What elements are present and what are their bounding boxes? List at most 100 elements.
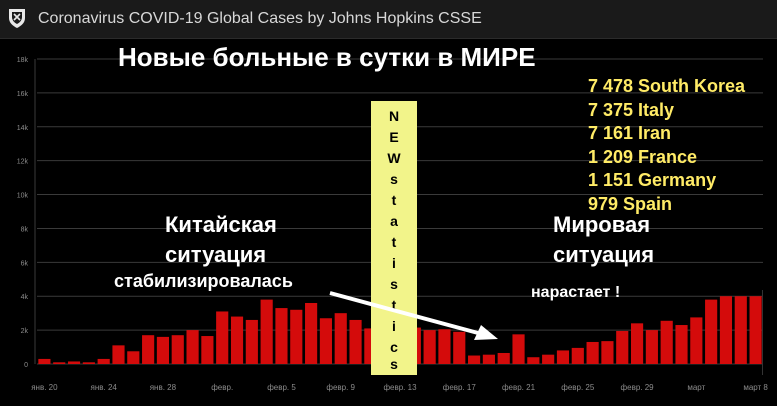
news-letter: i bbox=[392, 255, 396, 271]
bar bbox=[453, 331, 466, 364]
bar bbox=[556, 350, 570, 364]
bar bbox=[127, 351, 140, 364]
news-letter: s bbox=[390, 276, 398, 292]
bar bbox=[616, 330, 629, 364]
bar bbox=[497, 352, 510, 364]
bar bbox=[705, 299, 718, 364]
bar bbox=[201, 336, 214, 364]
bar bbox=[512, 334, 525, 364]
bar bbox=[586, 341, 599, 364]
bar bbox=[112, 345, 125, 364]
china-note-line1: Китайская bbox=[165, 212, 277, 237]
news-letter: N bbox=[388, 108, 400, 124]
news-letter: a bbox=[390, 213, 398, 229]
news-letter: E bbox=[389, 129, 399, 145]
news-letter: i bbox=[392, 318, 396, 334]
world-note-line3: нарастает ! bbox=[531, 284, 621, 301]
bar bbox=[275, 308, 288, 364]
country-item-iran: 7 161 Iran bbox=[588, 123, 672, 144]
y-tick-label: 10k bbox=[17, 193, 29, 200]
news-letter: W bbox=[387, 150, 401, 166]
world-note-line2: ситуация bbox=[553, 242, 655, 267]
bar bbox=[305, 303, 318, 364]
bar bbox=[142, 335, 155, 364]
y-tick-label: 4k bbox=[21, 294, 29, 301]
news-letter: t bbox=[391, 297, 397, 313]
x-tick-label: февр. 29 bbox=[621, 383, 655, 392]
y-tick-label: 6k bbox=[21, 260, 29, 267]
y-tick-label: 16k bbox=[17, 91, 29, 98]
y-tick-label: 2k bbox=[21, 328, 29, 335]
x-tick-label: февр. 21 bbox=[502, 383, 536, 392]
news-letter: t bbox=[391, 234, 397, 250]
bar bbox=[482, 354, 495, 364]
chart-headline: Новые больные в сутки в МИРЕ bbox=[118, 42, 536, 72]
y-tick-label: 0 bbox=[24, 362, 28, 369]
country-item-germany: 1 151 Germany bbox=[588, 170, 717, 191]
china-note-line3: стабилизировалась bbox=[114, 271, 293, 291]
x-tick-label: февр. 9 bbox=[326, 383, 355, 392]
bar bbox=[156, 336, 170, 364]
x-tick-label: янв. 24 bbox=[91, 383, 118, 392]
country-item-france: 1 209 France bbox=[588, 146, 698, 167]
bar bbox=[67, 361, 81, 364]
bar bbox=[186, 330, 199, 364]
bar bbox=[719, 296, 733, 364]
app-title-bar: Coronavirus COVID-19 Global Cases by Joh… bbox=[0, 0, 777, 39]
china-note-line2: ситуация bbox=[165, 242, 267, 267]
jhu-shield-icon bbox=[9, 9, 25, 28]
x-tick-label: март bbox=[687, 383, 705, 392]
bar bbox=[675, 325, 688, 364]
bar bbox=[438, 329, 451, 364]
bar bbox=[334, 313, 347, 364]
world-note-line1: Мировая bbox=[553, 212, 651, 237]
bar bbox=[216, 311, 229, 364]
bar bbox=[349, 319, 362, 364]
x-tick-label: февр. 5 bbox=[267, 383, 296, 392]
bar bbox=[230, 316, 244, 364]
country-item-spain: 979 Spain bbox=[588, 193, 673, 214]
bar bbox=[171, 335, 184, 364]
x-tick-label: март 8 bbox=[743, 383, 768, 392]
bar bbox=[542, 354, 555, 364]
y-axis-ticks: 0 2k 4k 6k 8k 10k 12k 14k 16k 18k bbox=[17, 57, 29, 369]
country-item-south-korea: 7 478 South Korea bbox=[588, 76, 746, 96]
news-letter: t bbox=[391, 192, 397, 208]
bar bbox=[82, 362, 95, 364]
bar bbox=[601, 341, 614, 365]
news-letter: s bbox=[390, 171, 398, 187]
bar bbox=[38, 358, 51, 364]
bar bbox=[423, 330, 436, 364]
bar bbox=[645, 330, 658, 364]
country-item-italy: 7 375 Italy bbox=[588, 99, 675, 120]
bar bbox=[468, 355, 481, 364]
x-tick-label: февр. bbox=[211, 383, 233, 392]
y-tick-label: 14k bbox=[17, 125, 29, 132]
x-axis-ticks: янв. 20 янв. 24 янв. 28 февр. февр. 5 февр. 9… bbox=[31, 383, 768, 392]
bar bbox=[690, 317, 703, 364]
bar bbox=[630, 323, 644, 364]
news-letter: c bbox=[390, 339, 398, 355]
country-case-list: 7 478 South Korea 7 375 Italy 7 161 Iran… bbox=[588, 75, 745, 217]
bar bbox=[97, 358, 110, 364]
bar bbox=[245, 319, 258, 364]
bar bbox=[319, 318, 332, 364]
x-tick-label: февр. 25 bbox=[561, 383, 595, 392]
bar bbox=[53, 362, 66, 364]
x-tick-label: янв. 28 bbox=[150, 383, 177, 392]
bar bbox=[260, 299, 273, 364]
x-tick-label: февр. 17 bbox=[443, 383, 477, 392]
bar bbox=[290, 309, 303, 364]
x-tick-label: янв. 20 bbox=[31, 383, 58, 392]
bar bbox=[527, 357, 540, 364]
news-statistics-banner: N E W s t a t i s t i c s bbox=[371, 101, 417, 375]
bar bbox=[571, 347, 584, 364]
x-tick-label: февр. 13 bbox=[383, 383, 417, 392]
y-tick-label: 8k bbox=[21, 226, 29, 233]
y-tick-label: 12k bbox=[17, 159, 29, 166]
y-tick-label: 18k bbox=[17, 57, 29, 64]
bar bbox=[749, 296, 762, 364]
news-letter: s bbox=[390, 356, 398, 372]
bar bbox=[734, 296, 747, 364]
bar bbox=[660, 320, 673, 364]
